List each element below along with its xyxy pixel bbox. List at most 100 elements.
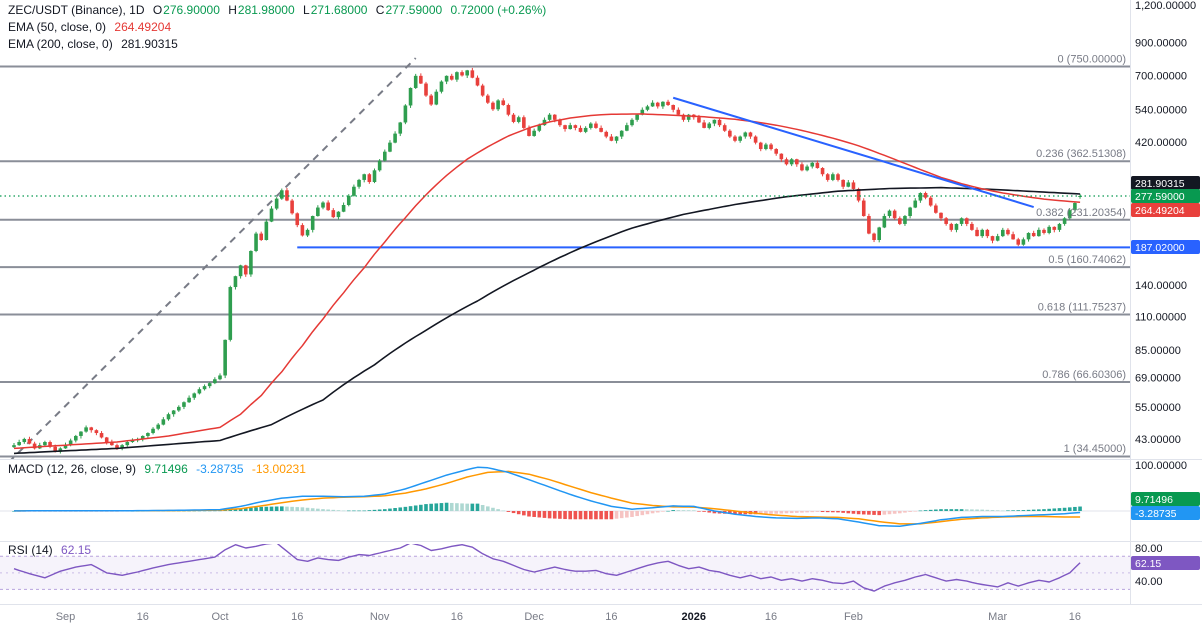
candle-body <box>1067 210 1072 219</box>
time-axis[interactable]: Sep 16 Oct 16 Nov 16 Dec 16 2026 16 Feb Mar 16 <box>56 611 1081 623</box>
candle-body <box>171 410 176 415</box>
candle-body <box>182 402 186 407</box>
price-axis-label: 85.00000 <box>1135 345 1181 357</box>
candle-body <box>764 144 768 150</box>
price-axis-label: 69.00000 <box>1135 372 1181 384</box>
candle-body <box>74 435 78 441</box>
candle-body <box>527 127 531 136</box>
candle-body <box>655 102 660 107</box>
candle-body <box>305 229 310 236</box>
price-axis-label: 900.00000 <box>1135 38 1187 50</box>
candle-body <box>223 339 227 376</box>
candle-body <box>589 123 593 128</box>
candle-body <box>599 127 603 132</box>
candle-body <box>151 428 155 434</box>
rsi-axis-label: 80.00 <box>1135 543 1163 555</box>
time-axis-label: Dec <box>524 611 544 623</box>
candle-body <box>377 160 382 171</box>
candle-body <box>336 211 341 218</box>
close-label: C <box>375 3 385 17</box>
candle-body <box>310 216 315 230</box>
candle-body <box>522 117 526 128</box>
candle-body <box>867 216 871 234</box>
uptrend-dashed-line[interactable] <box>9 57 417 462</box>
rsi-line[interactable] <box>13 543 1081 592</box>
candle-body <box>140 435 145 439</box>
candle-body <box>63 445 68 449</box>
macd-hist-value: 9.71496 <box>144 462 188 476</box>
candle-body <box>125 442 130 446</box>
rsi-pane[interactable] <box>0 543 1130 592</box>
candle-body <box>321 202 325 208</box>
candle-body <box>213 379 217 384</box>
svg-text:277.59000: 277.59000 <box>1135 191 1185 203</box>
candle-body <box>388 142 392 152</box>
candle-body <box>120 445 124 449</box>
symbol-legend-row[interactable]: ZEC/USDT (Binance), 1D O276.90000 H281.9… <box>8 3 551 18</box>
time-axis-label: 16 <box>137 611 149 623</box>
candle-body <box>743 132 748 137</box>
candle-body <box>480 85 485 96</box>
candle-body <box>372 170 377 183</box>
macd-pane[interactable] <box>0 466 1130 527</box>
candle-body <box>357 179 361 187</box>
candle-body <box>717 119 722 126</box>
candle-body <box>326 202 330 211</box>
price-axis[interactable]: 1,200.00000 900.00000 700.00000 540.00000 42… <box>1135 0 1196 588</box>
time-axis-label: 16 <box>1069 611 1081 623</box>
candle-body <box>413 75 418 88</box>
main-pane[interactable] <box>0 57 1130 462</box>
ema50-legend-row[interactable]: EMA (50, close, 0) 264.49204 <box>8 20 176 35</box>
candlestick-series[interactable] <box>12 67 1082 454</box>
candle-body <box>975 229 979 237</box>
candle-body <box>558 119 562 126</box>
time-axis-label: Feb <box>844 611 863 623</box>
pane-separators[interactable] <box>0 0 1202 605</box>
fib-label: 0.618 (111.75237) <box>1038 302 1126 314</box>
candle-body <box>707 123 712 128</box>
candle-body <box>635 114 639 120</box>
fib-retracement-lines[interactable] <box>0 65 1130 458</box>
candle-body <box>815 162 820 169</box>
candle-body <box>552 114 557 120</box>
price-badge: 187.02000 <box>1131 240 1200 254</box>
ema50-label: EMA (50, close, 0) <box>8 20 107 34</box>
candle-body <box>1047 226 1051 233</box>
candle-body <box>903 216 907 224</box>
macd-line[interactable] <box>14 466 1081 527</box>
ema200-legend-row[interactable]: EMA (200, close, 0) 281.90315 <box>8 37 183 52</box>
candle-body <box>861 200 866 217</box>
price-axis-label: 540.00000 <box>1135 104 1187 116</box>
ema50-line[interactable] <box>13 113 1081 450</box>
candle-body <box>1026 232 1031 240</box>
ema200-line[interactable] <box>13 186 1081 455</box>
fib-label: 0.382 (231.20354) <box>1036 207 1126 219</box>
candle-body <box>836 174 840 180</box>
candle-body <box>110 442 114 446</box>
macd-legend-row[interactable]: MACD (12, 26, close, 9) 9.71496 -3.28735… <box>8 462 311 477</box>
candle-body <box>851 182 856 189</box>
candle-body <box>666 101 670 106</box>
candle-body <box>532 130 536 136</box>
candle-body <box>197 389 202 394</box>
candle-body <box>393 133 397 143</box>
rsi-legend-row[interactable]: RSI (14) 62.15 <box>8 543 96 558</box>
high-label: H <box>228 3 237 17</box>
candle-body <box>661 101 665 107</box>
descending-resistance-line[interactable] <box>672 96 1034 208</box>
candle-body <box>619 130 624 137</box>
candle-body <box>27 438 32 444</box>
price-axis-label: 110.00000 <box>1135 312 1186 324</box>
candle-body <box>928 197 933 206</box>
candle-body <box>702 122 706 128</box>
candle-body <box>671 105 675 110</box>
macd-signal-line[interactable] <box>14 470 1081 525</box>
candle-body <box>1006 229 1010 235</box>
candle-body <box>537 125 542 131</box>
price-badge: -3.28735 <box>1131 506 1200 520</box>
candle-body <box>300 225 305 236</box>
candle-body <box>218 375 222 380</box>
candle-body <box>465 70 469 76</box>
